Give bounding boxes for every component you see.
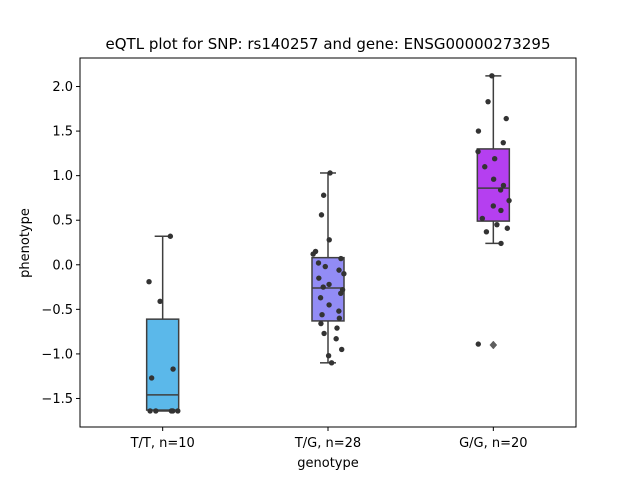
data-point [318,320,324,327]
data-point [325,352,332,359]
data-point [475,128,482,134]
data-point [341,270,347,277]
box [145,318,180,411]
box-group [145,233,181,414]
data-point [336,315,343,321]
data-point [479,215,486,222]
data-point [321,330,327,337]
data-point [328,360,335,366]
y-tick-label: 0.0 [52,258,73,273]
data-point [168,408,175,414]
x-axis-label: genotype [297,456,358,471]
data-point [148,375,155,381]
data-point [326,281,332,288]
data-point [336,267,342,273]
data-point [334,325,340,331]
data-point [327,170,333,176]
y-tick-label: 2.0 [52,80,73,95]
outlier-marker [489,340,498,350]
data-point [320,192,327,198]
data-point [497,187,504,193]
data-point [317,295,324,301]
data-point [490,203,496,209]
data-point [500,139,506,146]
data-point [147,408,153,414]
data-point [175,408,181,414]
y-axis: −1.5 −1.0 −0.5 0.0 0.5 1.0 1.5 2.0 [41,80,80,407]
y-tick-label: 0.5 [52,214,73,229]
data-point [498,207,504,214]
data-point [482,164,488,170]
chart-title: eQTL plot for SNP: rs140257 and gene: EN… [106,35,551,53]
data-point [333,336,339,342]
box-group [310,170,347,366]
data-point [315,260,322,266]
x-tick-label: T/T, n=10 [130,436,195,451]
y-tick-label: −1.0 [41,347,73,362]
data-point [167,233,174,239]
data-point [500,182,507,189]
y-tick-label: −1.5 [41,392,73,407]
data-point [506,197,512,204]
data-point [338,290,344,297]
data-point [146,279,152,285]
y-tick-label: 1.0 [52,169,73,184]
data-point [316,275,322,281]
data-point [170,366,176,372]
data-point [490,176,497,182]
x-axis: T/T, n=10 T/G, n=28 G/G, n=20 [130,427,528,451]
data-point [153,408,159,414]
data-point [326,237,332,243]
y-tick-label: 1.5 [52,125,73,140]
data-point [475,148,481,155]
data-point [483,229,490,235]
data-point [475,341,481,347]
data-point [489,73,495,79]
data-point [338,255,344,262]
box-group [475,73,512,350]
data-point [498,240,504,247]
data-point [326,302,332,308]
data-point [503,115,509,122]
data-point [491,156,498,162]
y-tick-label: −0.5 [41,303,73,318]
data-point [318,212,325,218]
data-point [320,284,326,290]
x-tick-label: T/G, n=28 [294,436,361,451]
data-point [504,225,511,231]
data-point [339,346,345,353]
data-point [322,263,328,270]
x-tick-label: G/G, n=20 [459,436,527,451]
y-axis-label: phenotype [18,208,33,278]
data-point [494,221,500,228]
data-point [485,98,491,105]
data-point [157,298,163,305]
data-point [310,251,316,257]
data-point [336,308,342,314]
data-point [319,311,325,318]
plot-area [145,73,512,414]
